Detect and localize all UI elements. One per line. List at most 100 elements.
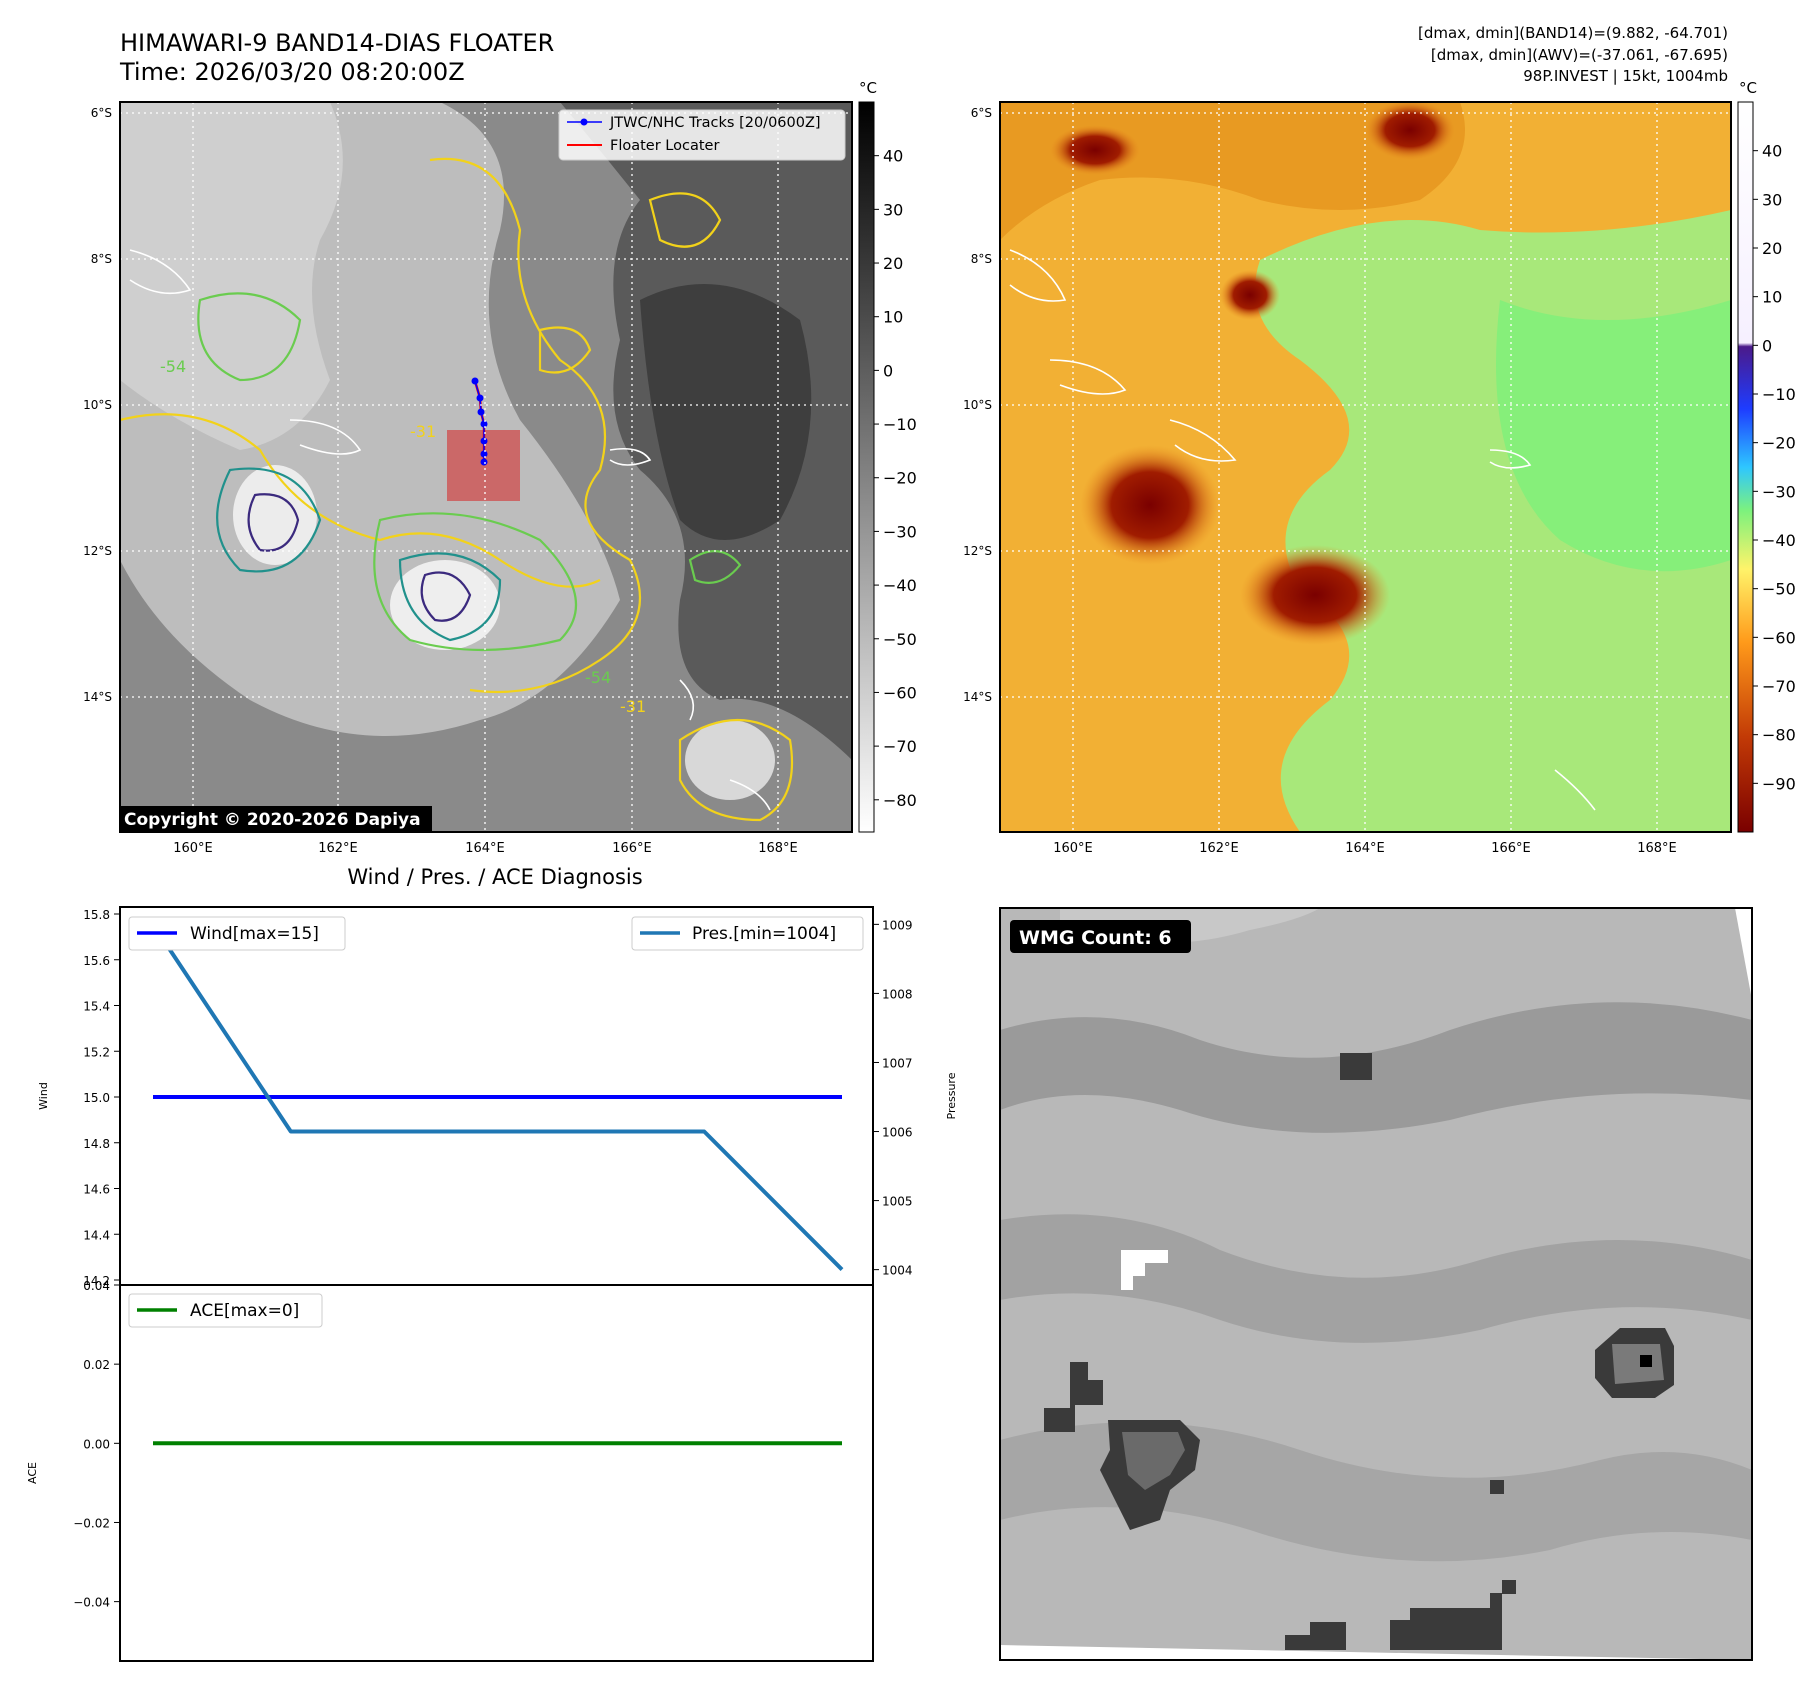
contour-label: -54 xyxy=(160,357,186,376)
wind-ylabel: Wind xyxy=(37,1082,50,1110)
pressure-ylabel: Pressure xyxy=(945,1072,958,1119)
track-point xyxy=(480,437,488,445)
figure-time: Time: 2026/03/20 08:20:00Z xyxy=(119,58,465,86)
lat-label: 12°S xyxy=(963,544,992,558)
y-tick-label: 15.4 xyxy=(83,1000,110,1014)
ir-contours xyxy=(120,157,794,822)
colorbar-tick-label: 20 xyxy=(1762,239,1782,258)
wv-warm-spot-5 xyxy=(1220,270,1280,320)
y-tick-label: 15.0 xyxy=(83,1091,110,1105)
colorbar-tick-label: −30 xyxy=(883,522,917,541)
colorbar-tick-label: −50 xyxy=(1762,580,1796,599)
wmg-cell xyxy=(1121,1250,1168,1290)
wv-frame xyxy=(999,101,1732,833)
pressure-series xyxy=(151,923,844,1272)
track-point xyxy=(480,420,488,428)
contour-label: -54 xyxy=(585,668,611,687)
ir-gridlines xyxy=(120,102,852,832)
legend-track-label: JTWC/NHC Tracks [20/0600Z] xyxy=(609,115,821,131)
wmg-cell xyxy=(1612,1344,1664,1384)
lat-label: 14°S xyxy=(83,690,112,704)
lat-label: 12°S xyxy=(83,544,112,558)
lat-label: 10°S xyxy=(83,398,112,412)
lon-label: 164°E xyxy=(465,841,505,856)
lon-label: 168°E xyxy=(1637,841,1677,856)
lat-label: 6°S xyxy=(971,106,992,120)
ir-coastlines xyxy=(129,249,771,811)
ir-legend xyxy=(558,109,846,161)
wmg-cell xyxy=(1390,1593,1502,1650)
y-tick-label: 0.04 xyxy=(83,1279,110,1293)
wmg-count-badge xyxy=(1010,920,1191,953)
ir-colorbar-ticks: 40 30 20 10 0 −10 −20 −30 −40 −50 −60 −70 −80 xyxy=(874,147,917,810)
ace-chart: ACE 0.04 0.02 0.00 −0.02 −0.04 ACE[max=0] xyxy=(26,1279,874,1662)
track-point xyxy=(471,377,479,385)
y-tick-label: 15.6 xyxy=(83,954,110,968)
ace-ylabel: ACE xyxy=(26,1462,39,1484)
wv-warm-spot-1 xyxy=(1080,445,1220,565)
y-tick-label: 14.8 xyxy=(83,1137,110,1151)
y-tick-label: 15.8 xyxy=(83,908,110,922)
wmg-band xyxy=(1000,1214,1752,1343)
colorbar-tick-label: −60 xyxy=(883,683,917,702)
wmg-cell xyxy=(1122,1432,1185,1490)
ir-lat-labels: 6°S 8°S 10°S 12°S 14°S xyxy=(83,106,112,704)
colorbar-tick-label: 30 xyxy=(883,200,903,219)
colorbar-tick-label: 0 xyxy=(1762,336,1772,355)
dmax-awv: [dmax, dmin](AWV)=(-37.061, -67.695) xyxy=(1431,46,1728,64)
wmg-cell xyxy=(1340,1053,1372,1080)
lon-label: 166°E xyxy=(612,841,652,856)
y-tick-label: 1007 xyxy=(882,1056,913,1070)
track-point xyxy=(477,408,485,416)
wv-coastlines xyxy=(1009,249,1596,811)
track-point xyxy=(480,458,488,466)
wv-map: 6°S 8°S 10°S 12°S 14°S 160°E 162°E 164°E… xyxy=(963,79,1796,856)
diagnosis-title: Wind / Pres. / ACE Diagnosis xyxy=(347,865,642,889)
lon-label: 162°E xyxy=(1199,841,1239,856)
y-tick-label: −0.04 xyxy=(73,1596,110,1610)
ir-colorbar-unit: °C xyxy=(859,79,877,97)
wmg-cell xyxy=(1640,1355,1652,1367)
lon-label: 162°E xyxy=(318,841,358,856)
figure-title: HIMAWARI-9 BAND14-DIAS FLOATER xyxy=(120,29,554,57)
legend-locater-label: Floater Locater xyxy=(610,138,719,154)
ace-axes-frame xyxy=(119,1284,874,1662)
wind-legend xyxy=(128,916,346,951)
track-point xyxy=(476,394,484,402)
colorbar-tick-label: −70 xyxy=(1762,677,1796,696)
contour-label: -31 xyxy=(620,697,646,716)
ace-yticks: 0.04 0.02 0.00 −0.02 −0.04 xyxy=(73,1279,120,1610)
wmg-panel: WMG Count: 6 xyxy=(999,907,1753,1661)
lat-label: 14°S xyxy=(963,690,992,704)
pressure-legend-label: Pres.[min=1004] xyxy=(692,924,836,944)
wv-warm-spot-3 xyxy=(1365,102,1455,160)
y-tick-label: 1008 xyxy=(882,987,913,1001)
jtwc-track-points xyxy=(471,377,488,466)
wind-legend-label: Wind[max=15] xyxy=(190,924,319,944)
y-tick-label: 14.2 xyxy=(83,1274,110,1288)
colorbar-tick-label: −80 xyxy=(883,791,917,810)
colorbar-tick-label: 40 xyxy=(1762,142,1782,161)
y-tick-label: 14.6 xyxy=(83,1183,110,1197)
colorbar-tick-label: −50 xyxy=(883,630,917,649)
ace-legend xyxy=(128,1293,323,1328)
lat-label: 6°S xyxy=(91,106,112,120)
wmg-band xyxy=(1000,1002,1752,1133)
colorbar-tick-label: −20 xyxy=(1762,434,1796,453)
ir-clear-core xyxy=(640,284,812,540)
wmg-cell xyxy=(1285,1622,1346,1650)
wv-moist-core xyxy=(1496,300,1731,572)
wv-colorbar xyxy=(1737,101,1754,833)
wmg-edge xyxy=(1735,908,1752,1000)
lat-label: 8°S xyxy=(91,252,112,266)
ir-cold-top-2 xyxy=(390,560,500,650)
dmax-band14: [dmax, dmin](BAND14)=(9.882, -64.701) xyxy=(1418,24,1728,42)
wv-colorbar-unit: °C xyxy=(1739,79,1757,97)
y-tick-label: 1006 xyxy=(882,1126,913,1140)
series-line xyxy=(151,923,844,1272)
y-tick-label: 0.00 xyxy=(83,1437,110,1451)
colorbar-tick-label: −90 xyxy=(1762,774,1796,793)
y-tick-label: 15.2 xyxy=(83,1045,110,1059)
colorbar-tick-label: −30 xyxy=(1762,482,1796,501)
ir-lon-labels: 160°E 162°E 164°E 166°E 168°E xyxy=(173,841,798,856)
